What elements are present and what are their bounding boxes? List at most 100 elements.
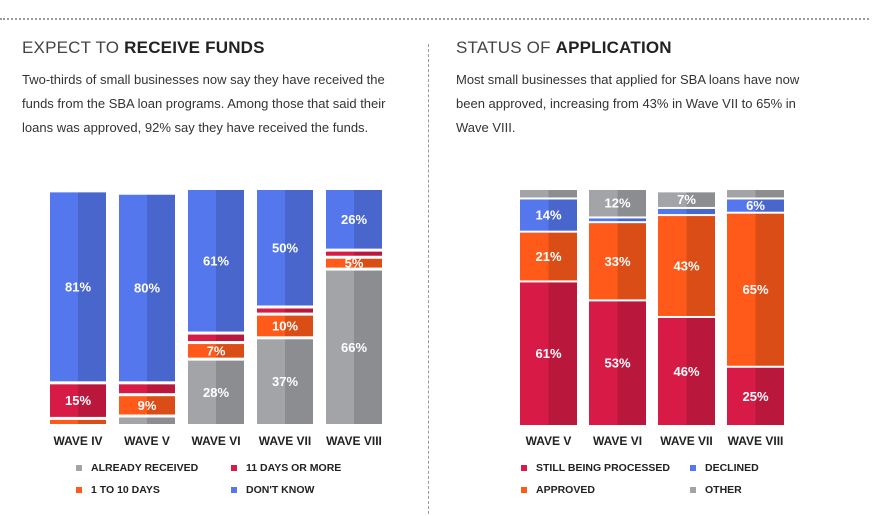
bar-segment-already-received-wave-vi-left: [188, 360, 216, 424]
data-label: 61%: [535, 346, 561, 361]
bar-segment-already-received-wave-v-right: [147, 417, 175, 424]
bar-segment-1-to-10-days-wave-iv-right: [78, 419, 106, 424]
bar-segment-approved-wave-viii-left: [727, 213, 756, 366]
bar-segment-11-days-or-more-wave-vi-right: [216, 334, 244, 342]
bar-segment-don-t-know-wave-v-left: [119, 194, 147, 382]
top-dotted-rule: [0, 18, 869, 20]
bar-segment-already-received-wave-vi-right: [216, 360, 244, 424]
bar-segment-other-wave-vi-left: [589, 190, 618, 217]
receive-funds-title: EXPECT TO RECEIVE FUNDS: [22, 38, 265, 57]
bar-segment-approved-wave-vii-right: [686, 216, 715, 316]
data-label: 14%: [535, 208, 561, 223]
category-label: WAVE VIII: [728, 434, 784, 448]
bar-segment-declined-wave-vii-left: [658, 208, 687, 215]
data-label: 81%: [65, 279, 91, 294]
receive-funds-description: Two-thirds of small businesses now say t…: [22, 72, 386, 135]
bar-segment-still-being-processed-wave-v-right: [548, 282, 577, 425]
legend-swatch: [690, 487, 696, 493]
data-label: 12%: [604, 196, 630, 211]
data-label: 7%: [677, 192, 696, 207]
bar-segment-other-wave-viii-left: [727, 190, 756, 198]
data-label: 25%: [742, 389, 768, 404]
bar-segment-declined-wave-vii-right: [686, 208, 715, 215]
panel-divider: [428, 44, 429, 514]
legend-item: STILL BEING PROCESSED: [521, 462, 670, 474]
bar-segment-other-wave-vii-left: [658, 192, 687, 207]
legend-item: ALREADY RECEIVED: [76, 462, 198, 474]
bar-segment-11-days-or-more-wave-vii-right: [285, 308, 313, 313]
legend-label: 1 TO 10 DAYS: [91, 484, 160, 496]
legend-item: 1 TO 10 DAYS: [76, 484, 160, 496]
legend-item: APPROVED: [521, 484, 595, 496]
bar-segment-approved-wave-vi-right: [617, 223, 646, 300]
bar-segment-still-being-processed-wave-vii-right: [686, 317, 715, 425]
legend-swatch: [521, 465, 527, 471]
bar-segment-approved-wave-v-left: [520, 232, 549, 281]
data-label: 15%: [65, 393, 91, 408]
category-label: WAVE IV: [53, 434, 102, 448]
bar-segment-don-t-know-wave-vi-right: [216, 190, 244, 332]
bar-segment-1-to-10-days-wave-viii-right: [354, 258, 382, 268]
bar-segment-11-days-or-more-wave-v-right: [147, 384, 175, 394]
bar-segment-1-to-10-days-wave-viii-left: [326, 258, 354, 268]
bar-segment-other-wave-vi-right: [617, 190, 646, 217]
data-label: 7%: [207, 343, 226, 358]
bar-segment-already-received-wave-vii-right: [285, 339, 313, 424]
bar-segment-already-received-wave-vii-left: [257, 339, 285, 424]
data-label: 10%: [272, 318, 298, 333]
bar-segment-still-being-processed-wave-viii-right: [755, 367, 784, 425]
category-label: WAVE VI: [191, 434, 240, 448]
application-status-title: STATUS OF APPLICATION: [456, 38, 672, 57]
category-label: WAVE VII: [660, 434, 712, 448]
category-label: WAVE V: [124, 434, 170, 448]
data-label: 21%: [535, 249, 561, 264]
data-label: 37%: [272, 374, 298, 389]
bar-segment-don-t-know-wave-vii-left: [257, 190, 285, 306]
bar-segment-declined-wave-viii-right: [755, 199, 784, 212]
legend-swatch: [231, 487, 237, 493]
data-label: 26%: [341, 212, 367, 227]
legend-swatch: [690, 465, 696, 471]
bar-segment-still-being-processed-wave-vii-left: [658, 317, 687, 425]
bar-segment-don-t-know-wave-viii-left: [326, 190, 354, 249]
legend-label: STILL BEING PROCESSED: [536, 462, 670, 474]
legend-item: 11 DAYS OR MORE: [231, 462, 341, 474]
bar-segment-declined-wave-vi-right: [617, 218, 646, 222]
bar-segment-declined-wave-v-left: [520, 199, 549, 231]
bar-segment-11-days-or-more-wave-iv-right: [78, 384, 106, 417]
bar-segment-don-t-know-wave-v-right: [147, 194, 175, 382]
bar-segment-11-days-or-more-wave-viii-left: [326, 251, 354, 256]
bar-segment-already-received-wave-v-left: [119, 417, 147, 424]
bar-segment-other-wave-vii-right: [686, 192, 715, 207]
bar-segment-11-days-or-more-wave-viii-right: [354, 251, 382, 256]
legend-swatch: [521, 487, 527, 493]
bar-segment-don-t-know-wave-iv-right: [78, 192, 106, 382]
bar-segment-already-received-wave-viii-left: [326, 270, 354, 424]
bar-segment-don-t-know-wave-viii-right: [354, 190, 382, 249]
bar-segment-approved-wave-vi-left: [589, 223, 618, 300]
legend-label: APPROVED: [536, 484, 595, 496]
bar-segment-still-being-processed-wave-vi-right: [617, 301, 646, 425]
bar-segment-still-being-processed-wave-vi-left: [589, 301, 618, 425]
bar-segment-1-to-10-days-wave-iv-left: [50, 419, 78, 424]
data-label: 5%: [345, 256, 364, 271]
bar-segment-other-wave-viii-right: [755, 190, 784, 198]
data-label: 43%: [673, 259, 699, 274]
category-label: WAVE VI: [593, 434, 642, 448]
bar-segment-11-days-or-more-wave-vi-left: [188, 334, 216, 342]
legend-label: OTHER: [705, 484, 742, 496]
application-status-chart: 61% 21% 14% WAVE V 53% 33% 12% WAVE VI 46% 43% 7% W…: [520, 190, 784, 448]
bar-segment-1-to-10-days-wave-vii-right: [285, 315, 313, 337]
data-label: 6%: [746, 198, 765, 213]
legend-label: ALREADY RECEIVED: [91, 462, 199, 474]
data-label: 66%: [341, 340, 367, 355]
legend-item: DECLINED: [690, 462, 759, 474]
category-label: WAVE V: [526, 434, 572, 448]
bar-segment-1-to-10-days-wave-vii-left: [257, 315, 285, 337]
legend-label: DECLINED: [705, 462, 759, 474]
bar-segment-still-being-processed-wave-v-left: [520, 282, 549, 425]
category-label: WAVE VIII: [326, 434, 382, 448]
bar-segment-declined-wave-vi-left: [589, 218, 618, 222]
bar-segment-1-to-10-days-wave-v-left: [119, 396, 147, 415]
legend-swatch: [231, 465, 237, 471]
